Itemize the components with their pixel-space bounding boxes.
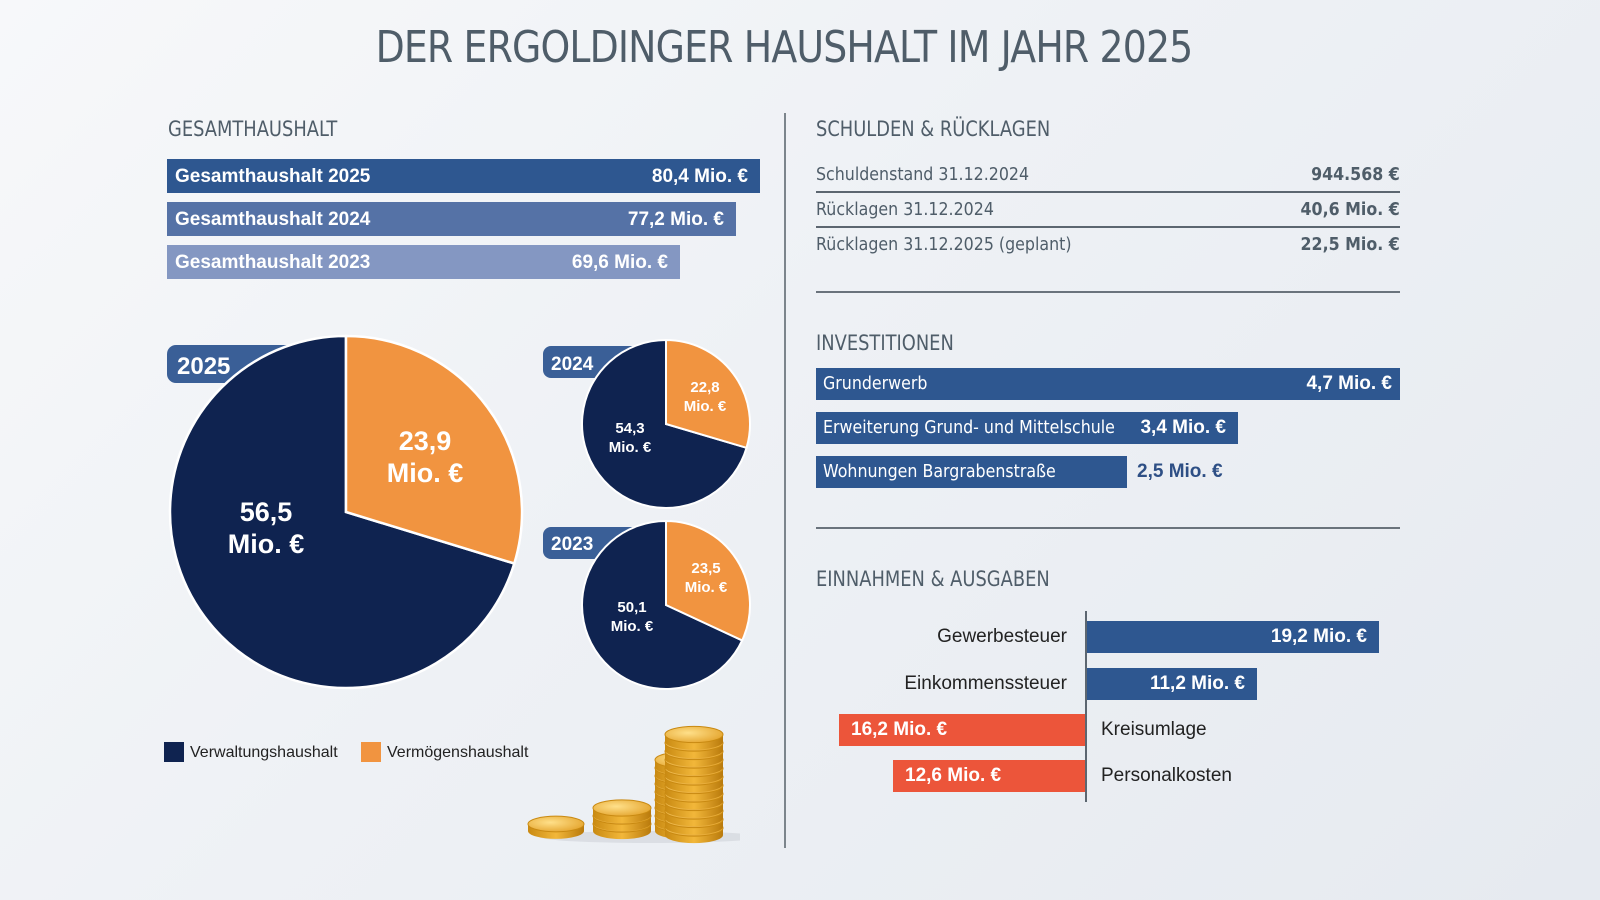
bar-value-outside: 2,5 Mio. € — [1137, 461, 1223, 482]
legend-swatch-vermoegen — [361, 742, 381, 762]
year-badge: 2024 — [551, 354, 594, 375]
bar-value: 4,7 Mio. € — [1306, 373, 1392, 394]
bar-label: Gesamthaushalt 2025 — [175, 166, 371, 187]
year-badge: 2025 — [177, 353, 230, 380]
bar-value: 12,6 Mio. € — [905, 765, 1002, 786]
investition-bar: Grunderwerb 4,7 Mio. € — [816, 368, 1400, 400]
pie-slice-verwaltung — [168, 334, 516, 690]
bar-label: Wohnungen Bargrabenstraße — [823, 461, 1056, 482]
coin-icon — [664, 725, 724, 750]
schulden-row: Rücklagen 31.12.2024 40,6 Mio. € — [816, 193, 1400, 228]
income-label: Gewerbesteuer — [937, 626, 1067, 647]
pie-charts: 2025 56,5 Mio. € 23,9 Mio. € 2024 54,3 M… — [167, 334, 751, 690]
expense-label: Kreisumlage — [1101, 719, 1207, 740]
slice-value-verwaltung: 56,5 — [240, 497, 293, 527]
gesamthaushalt-bar-2025: Gesamthaushalt 2025 80,4 Mio. € — [167, 159, 760, 193]
slice-unit-verwaltung: Mio. € — [609, 439, 652, 456]
pie-slice-vermoegen — [665, 338, 751, 450]
investition-bar: Erweiterung Grund- und Mittelschule 3,4 … — [816, 412, 1238, 444]
row-value: 944.568 € — [1311, 164, 1400, 185]
slice-unit-verwaltung: Mio. € — [228, 529, 305, 559]
legend-label-verwaltung: Verwaltungshaushalt — [190, 744, 338, 761]
bar-label: Grunderwerb — [823, 373, 928, 394]
bar-value: 3,4 Mio. € — [1140, 417, 1226, 438]
slice-unit-vermoegen: Mio. € — [387, 458, 464, 488]
page-title: DER ERGOLDINGER HAUSHALT IM JAHR 2025 — [375, 22, 1194, 73]
investitionen-heading: INVESTITIONEN — [816, 331, 954, 355]
pie-2024: 2024 54,3 Mio. € 22,8 Mio. € — [543, 338, 751, 509]
bar-value: 77,2 Mio. € — [627, 209, 724, 230]
slice-value-verwaltung: 50,1 — [617, 599, 646, 616]
pie-2025: 2025 56,5 Mio. € 23,9 Mio. € — [167, 334, 524, 690]
pie-2023: 2023 50,1 Mio. € 23,5 Mio. € — [543, 519, 751, 690]
slice-value-verwaltung: 54,3 — [615, 420, 644, 437]
slice-unit-vermoegen: Mio. € — [684, 398, 727, 415]
coin-icon — [592, 799, 652, 824]
slice-value-vermoegen: 22,8 — [690, 379, 719, 396]
bar-value: 80,4 Mio. € — [651, 166, 748, 187]
row-label: Rücklagen 31.12.2024 — [816, 199, 994, 220]
income-label: Einkommenssteuer — [904, 673, 1067, 694]
column-divider — [784, 113, 786, 848]
expense-bar: 16,2 Mio. € — [839, 714, 1085, 746]
slice-value-vermoegen: 23,9 — [399, 426, 452, 456]
slice-unit-vermoegen: Mio. € — [685, 579, 728, 596]
bar-value: 16,2 Mio. € — [851, 719, 948, 740]
legend-label-vermoegen: Vermögenshaushalt — [387, 744, 529, 761]
section-divider — [816, 527, 1400, 529]
gesamthaushalt-bar-2023: Gesamthaushalt 2023 69,6 Mio. € — [167, 245, 680, 279]
bar-value: 11,2 Mio. € — [1149, 673, 1245, 694]
income-bar: 11,2 Mio. € — [1087, 668, 1257, 700]
pie-slice-vermoegen — [665, 519, 751, 642]
pie-slice-vermoegen — [344, 334, 524, 566]
slice-unit-verwaltung: Mio. € — [611, 618, 654, 635]
pie-slice-verwaltung — [581, 338, 748, 509]
zero-axis — [1085, 611, 1087, 802]
section-divider — [816, 291, 1400, 293]
schulden-heading: SCHULDEN & RÜCKLAGEN — [816, 117, 1051, 141]
einnahmen-heading: EINNAHMEN & AUSGABEN — [816, 567, 1050, 591]
bar-label: Gesamthaushalt 2024 — [175, 209, 371, 230]
schulden-row: Schuldenstand 31.12.2024 944.568 € — [816, 158, 1400, 193]
coins-illustration — [527, 725, 740, 844]
schulden-row: Rücklagen 31.12.2025 (geplant) 22,5 Mio.… — [816, 228, 1400, 263]
pie-slice-verwaltung — [581, 519, 744, 690]
gesamthaushalt-bar-2024: Gesamthaushalt 2024 77,2 Mio. € — [167, 202, 736, 236]
gesamthaushalt-heading: GESAMTHAUSHALT — [168, 117, 338, 141]
bar-label: Gesamthaushalt 2023 — [175, 252, 371, 273]
investition-bar: Wohnungen Bargrabenstraße — [816, 456, 1127, 488]
coin-icon — [527, 815, 585, 839]
expense-bar: 12,6 Mio. € — [893, 760, 1085, 792]
income-bar: 19,2 Mio. € — [1087, 621, 1379, 653]
year-badge: 2023 — [551, 534, 593, 555]
legend-swatch-verwaltung — [164, 742, 184, 762]
bar-label: Erweiterung Grund- und Mittelschule — [823, 417, 1115, 438]
row-value: 40,6 Mio. € — [1300, 199, 1400, 220]
row-label: Schuldenstand 31.12.2024 — [816, 164, 1030, 185]
expense-label: Personalkosten — [1101, 765, 1232, 786]
row-label: Rücklagen 31.12.2025 (geplant) — [816, 234, 1072, 255]
bar-value: 69,6 Mio. € — [571, 252, 668, 273]
row-value: 22,5 Mio. € — [1300, 234, 1400, 255]
slice-value-vermoegen: 23,5 — [691, 560, 720, 577]
bar-value: 19,2 Mio. € — [1270, 626, 1367, 647]
